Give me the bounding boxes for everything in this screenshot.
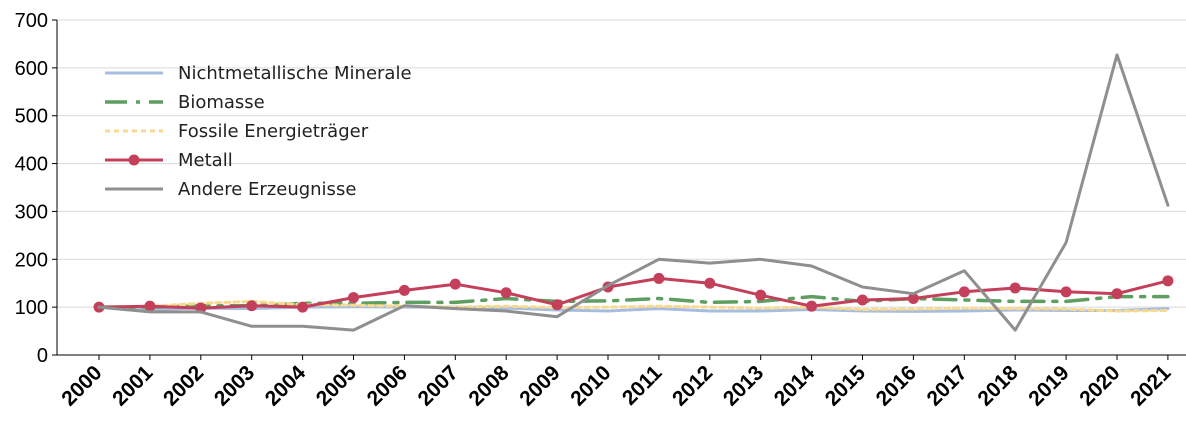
y-tick-label-100: 100 bbox=[15, 297, 48, 319]
grid-lines bbox=[57, 19, 1186, 308]
y-tick-label-400: 400 bbox=[15, 154, 48, 176]
x-tick-label-2003: 2003 bbox=[210, 361, 259, 410]
series-line-3 bbox=[97, 276, 1170, 310]
y-tick-label-200: 200 bbox=[15, 249, 48, 271]
legend-label-3: Metall bbox=[178, 150, 233, 171]
series-point-3-2018 bbox=[1009, 282, 1021, 294]
series-point-3-2016 bbox=[907, 293, 919, 305]
x-tick-label-2011: 2011 bbox=[618, 361, 667, 410]
series-point-3-2005 bbox=[348, 292, 359, 304]
series-point-3-2014 bbox=[806, 300, 818, 312]
x-tick-label-2007: 2007 bbox=[414, 361, 463, 410]
series-point-3-2004 bbox=[297, 301, 309, 313]
legend: Nichtmetallische Minerale Biomasse Fossile… bbox=[105, 63, 412, 200]
x-tick-label-2010: 2010 bbox=[566, 361, 615, 410]
series-line-2 bbox=[97, 299, 1170, 313]
x-axis: 2000 2001 2002 2003 2004 2005 2006 2007 2008 2009… bbox=[57, 354, 1186, 411]
series-point-3-2019 bbox=[1060, 286, 1072, 298]
series-point-3-2001 bbox=[144, 300, 156, 312]
x-tick-label-2015: 2015 bbox=[821, 361, 871, 411]
x-tick-label-2002: 2002 bbox=[159, 361, 208, 410]
legend-label-4: Andere Erzeugnisse bbox=[178, 179, 356, 200]
series-point-3-2017 bbox=[958, 286, 970, 298]
x-tick-label-2006: 2006 bbox=[363, 361, 412, 410]
series-point-3-2015 bbox=[857, 294, 868, 306]
x-tick-label-2004: 2004 bbox=[261, 361, 311, 411]
series-point-3-2008 bbox=[500, 287, 512, 299]
series-point-3-2007 bbox=[449, 278, 461, 290]
series-point-3-2013 bbox=[755, 289, 767, 301]
y-axis: 0 100 200 300 400 500 600 700 bbox=[15, 10, 58, 367]
x-tick-label-2009: 2009 bbox=[515, 361, 564, 410]
x-tick-label-2001: 2001 bbox=[108, 361, 158, 411]
y-tick-label-500: 500 bbox=[15, 106, 48, 128]
x-tick-label-2000: 2000 bbox=[57, 361, 106, 410]
y-tick-label-0: 0 bbox=[37, 345, 48, 367]
y-tick-label-600: 600 bbox=[15, 58, 48, 80]
x-tick-label-2005: 2005 bbox=[312, 361, 362, 411]
series-point-3-2021 bbox=[1162, 275, 1174, 287]
series-point-3-2012 bbox=[704, 277, 716, 289]
y-tick-label-700: 700 bbox=[15, 10, 48, 32]
x-tick-label-2012: 2012 bbox=[668, 361, 717, 410]
series-point-3-2020 bbox=[1111, 288, 1123, 300]
legend-marker-3 bbox=[128, 154, 140, 166]
series-point-3-2003 bbox=[246, 300, 258, 312]
series-point-3-2009 bbox=[551, 299, 563, 311]
x-tick-label-2008: 2008 bbox=[464, 361, 514, 411]
x-tick-label-2016: 2016 bbox=[872, 361, 921, 410]
x-tick-label-2014: 2014 bbox=[770, 361, 820, 411]
series-line-4 bbox=[97, 53, 1170, 332]
series-point-3-2006 bbox=[398, 284, 410, 296]
legend-label-1: Biomasse bbox=[178, 92, 265, 113]
series-layer bbox=[93, 53, 1174, 332]
x-tick-label-2018: 2018 bbox=[973, 361, 1023, 411]
legend-label-0: Nichtmetallische Minerale bbox=[178, 63, 412, 84]
x-tick-label-2013: 2013 bbox=[719, 361, 768, 410]
series-point-3-2011 bbox=[653, 272, 665, 284]
x-tick-label-2021: 2021 bbox=[1126, 361, 1176, 411]
x-tick-label-2020: 2020 bbox=[1075, 361, 1124, 410]
x-tick-label-2017: 2017 bbox=[923, 361, 972, 410]
legend-label-2: Fossile Energieträger bbox=[178, 121, 369, 142]
x-tick-label-2019: 2019 bbox=[1024, 361, 1073, 410]
y-tick-label-300: 300 bbox=[15, 201, 48, 223]
